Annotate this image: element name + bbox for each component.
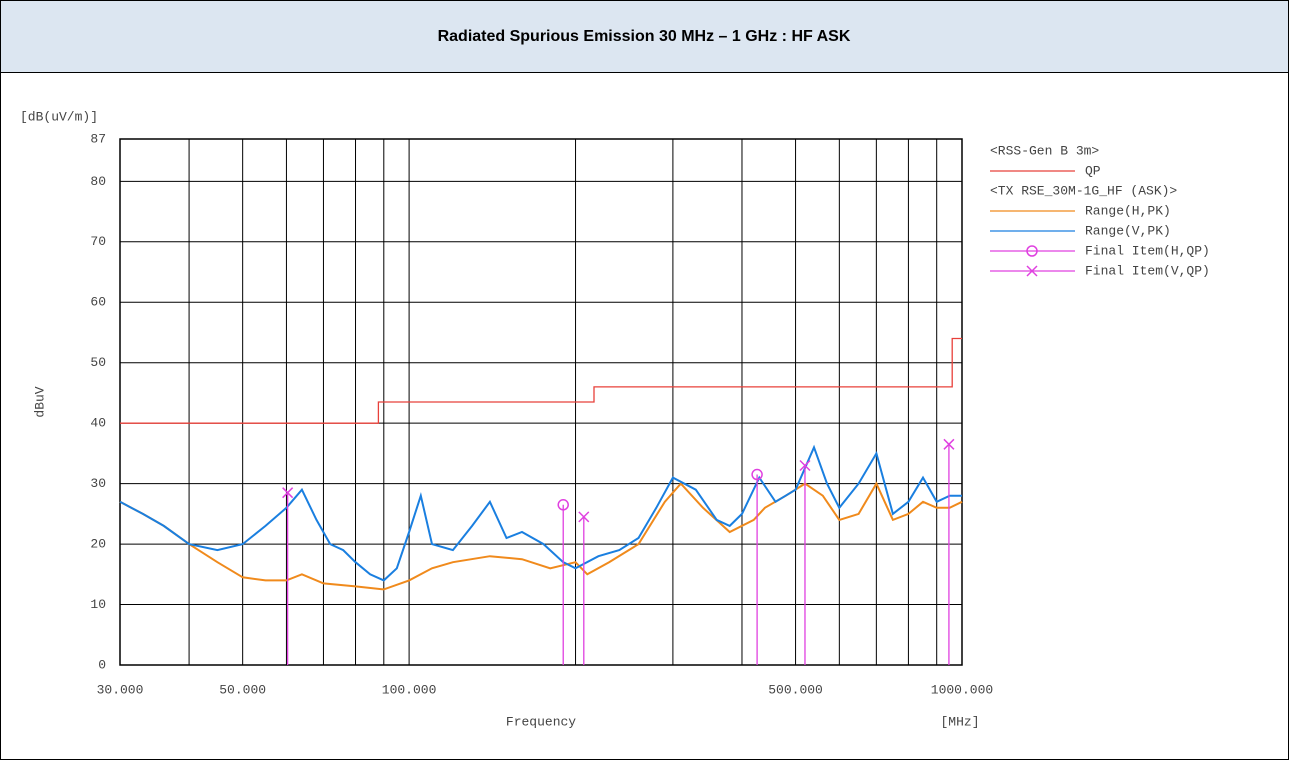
marker <box>751 468 763 481</box>
y-tick-label: 10 <box>90 597 106 612</box>
x-tick-label: 30.000 <box>97 682 144 697</box>
header-title: Radiated Spurious Emission 30 MHz – 1 GH… <box>438 28 851 45</box>
y-tick-label: 30 <box>90 476 106 491</box>
y-unit: [dB(uV/m)] <box>20 109 98 124</box>
y-axis-label: dBuV <box>32 386 47 417</box>
y-tick-label: 80 <box>90 174 106 189</box>
x-tick-label: 50.000 <box>219 682 266 697</box>
legend-title: <RSS-Gen B 3m> <box>990 143 1099 158</box>
marker <box>1026 245 1038 257</box>
header-bar <box>0 0 1289 73</box>
legend-label: Final Item(H,QP) <box>1085 243 1210 258</box>
y-tick-label: 50 <box>90 355 106 370</box>
y-tick-label: 87 <box>90 131 106 146</box>
marker <box>1026 265 1038 277</box>
x-tick-label: 100.000 <box>382 682 437 697</box>
marker <box>557 499 569 511</box>
plot-frame <box>119 138 963 666</box>
y-tick-label: 40 <box>90 416 106 431</box>
x-tick-label: 1000.000 <box>931 682 993 697</box>
legend-label: Final Item(V,QP) <box>1085 263 1210 278</box>
x-tick-label: 500.000 <box>768 682 823 697</box>
legend-label: Range(V,PK) <box>1085 223 1171 238</box>
y-tick-label: 0 <box>98 657 106 672</box>
trace <box>120 337 962 424</box>
trace <box>119 481 963 591</box>
y-tick-label: 60 <box>90 295 106 310</box>
marker <box>578 511 590 523</box>
trace <box>119 444 962 582</box>
legend-title: <TX RSE_30M-1G_HF (ASK)> <box>990 183 1177 198</box>
marker <box>282 487 294 499</box>
marker <box>799 459 811 472</box>
x-unit: [MHz] <box>940 714 979 729</box>
x-axis-label: Frequency <box>506 714 576 729</box>
legend-label: QP <box>1085 163 1101 178</box>
y-tick-label: 20 <box>90 537 106 552</box>
y-tick-label: 70 <box>90 234 106 249</box>
legend-label: Range(H,PK) <box>1085 203 1171 218</box>
marker <box>943 438 955 450</box>
